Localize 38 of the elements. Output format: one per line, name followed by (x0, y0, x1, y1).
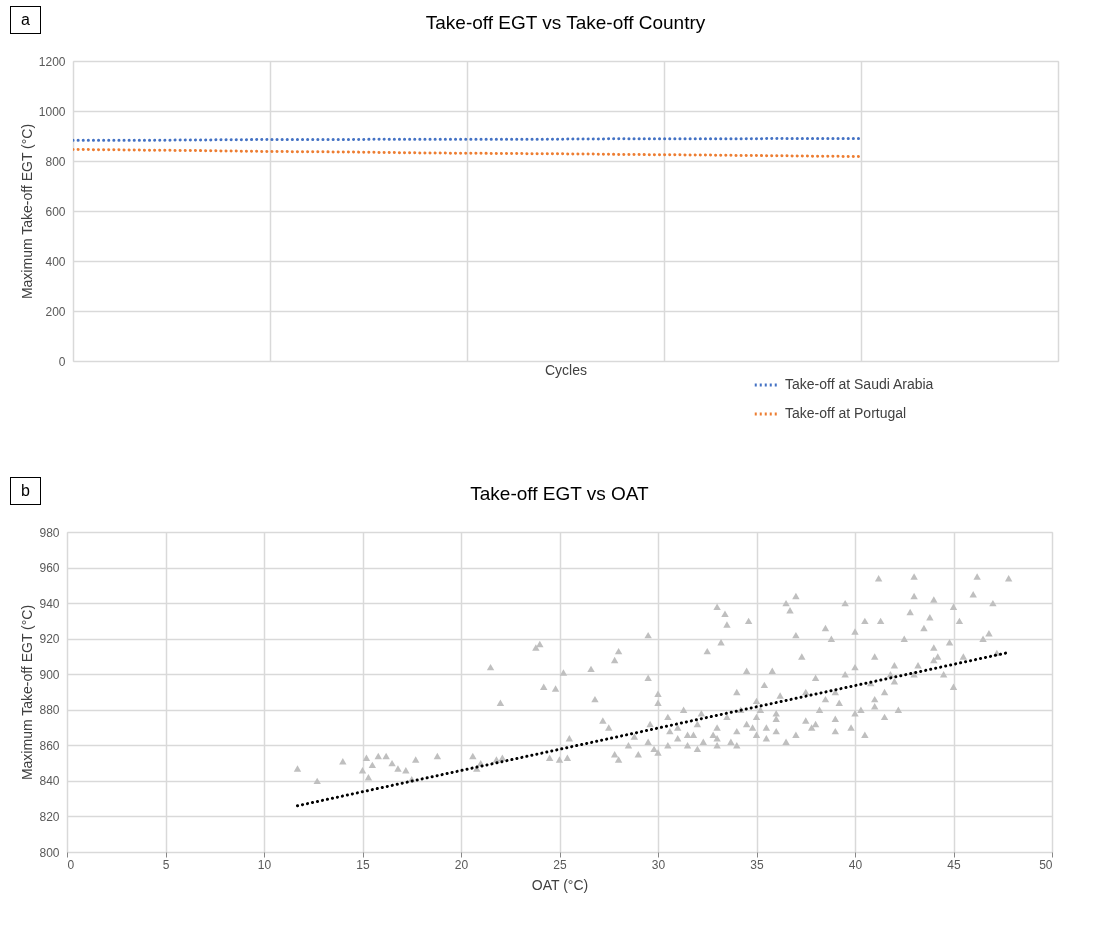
line-series (73, 148, 863, 158)
y-tick-label: 960 (39, 561, 60, 576)
chart-title: Take-off EGT vs OAT (470, 483, 650, 504)
x-tick-label: 25 (553, 857, 567, 872)
y-axis-title: Maximum Take-off EGT (°C) (19, 604, 36, 781)
y-axis-title: Maximum Take-off EGT (°C) (18, 123, 35, 300)
x-axis-title: OAT (°C) (531, 876, 589, 893)
x-tick-label: 20 (454, 857, 469, 872)
text: a (10, 6, 41, 34)
x-tick-label: 45 (947, 857, 961, 872)
legend-label: Take-off at Portugal (785, 405, 907, 421)
y-tick-label: 860 (39, 738, 60, 753)
chart-title: Take-off EGT vs Take-off Country (425, 12, 706, 33)
x-tick-label: 5 (162, 857, 170, 872)
y-tick-label: 800 (45, 154, 66, 169)
y-tick-label: 980 (39, 525, 60, 540)
y-tick-label: 840 (39, 774, 60, 789)
y-tick-label: 800 (39, 845, 60, 860)
x-tick-label: 40 (848, 857, 863, 872)
x-tick-label: 50 (1039, 857, 1053, 872)
y-tick-label: 820 (39, 809, 60, 824)
y-tick-label: 940 (39, 596, 60, 611)
y-tick-label: 600 (45, 204, 66, 219)
y-tick-label: 1000 (38, 104, 66, 119)
text: b (10, 477, 41, 505)
x-tick-label: 15 (356, 857, 370, 872)
y-tick-label: 0 (58, 354, 66, 369)
y-tick-label: 900 (39, 667, 60, 682)
x-tick-label: 10 (257, 857, 272, 872)
y-tick-label: 880 (39, 703, 60, 718)
x-tick-label: 35 (750, 857, 764, 872)
x-tick-label: 30 (651, 857, 666, 872)
y-tick-label: 1200 (38, 54, 66, 69)
y-tick-label: 920 (39, 632, 60, 647)
y-tick-label: 400 (45, 254, 66, 269)
legend-label: Take-off at Saudi Arabia (785, 376, 934, 392)
x-axis-title: Cycles (544, 361, 588, 378)
y-tick-label: 200 (45, 304, 66, 319)
